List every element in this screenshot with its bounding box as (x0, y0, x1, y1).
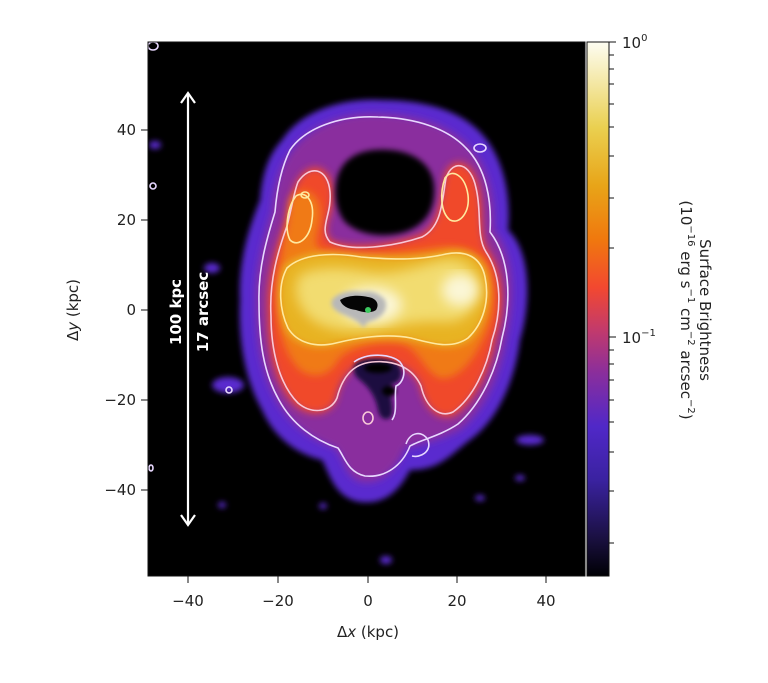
contour-lines (148, 42, 509, 477)
x-tick-label: −20 (262, 592, 294, 610)
plot-frame (147, 41, 586, 577)
colorbar: 100 10−1 Surface Brightness (10−16 erg s… (586, 33, 714, 577)
y-tick-label: −20 (104, 391, 136, 409)
y-axis (141, 129, 148, 491)
y-axis-label: Δy (kpc) (64, 279, 82, 341)
x-axis (187, 576, 547, 583)
y-tick-label: 20 (117, 211, 136, 229)
y-tick-label: 40 (117, 121, 136, 139)
colorbar-ticks (609, 41, 616, 544)
y-tick-label: −40 (104, 481, 136, 499)
colorbar-units: (10−16 erg s−1 cm−2 arcsec−2) (677, 200, 696, 419)
colorbar-tick-top: 100 (622, 33, 647, 52)
arrow-head-up-icon (180, 91, 196, 104)
colorbar-label: Surface Brightness (696, 239, 714, 381)
emission-map (148, 42, 544, 564)
x-tick-label: 0 (363, 592, 373, 610)
galaxy-center-marker (365, 307, 371, 313)
scale-bar: 100 kpc 17 arcsec (167, 91, 212, 527)
y-tick-label: 0 (126, 301, 136, 319)
central-core (331, 291, 387, 328)
arrow-head-down-icon (180, 514, 196, 527)
scale-bar-label-arcsec: 17 arcsec (194, 272, 212, 353)
x-tick-label: −40 (172, 592, 204, 610)
scale-bar-label-kpc: 100 kpc (167, 279, 185, 345)
colorbar-gradient (586, 41, 610, 577)
x-axis-label: Δx (kpc) (337, 623, 399, 641)
x-tick-label: 40 (536, 592, 555, 610)
colorbar-tick-mid: 10−1 (622, 328, 656, 347)
x-tick-label: 20 (447, 592, 466, 610)
